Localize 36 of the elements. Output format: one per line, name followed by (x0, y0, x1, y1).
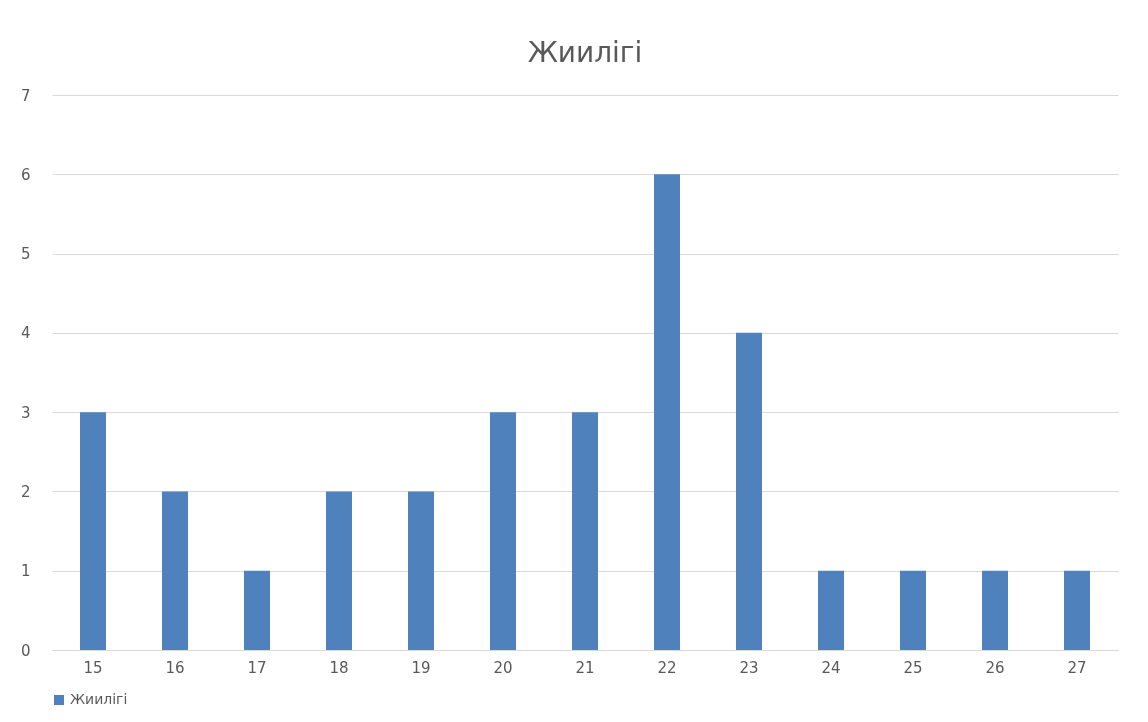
bar (80, 412, 106, 650)
bar (982, 570, 1008, 650)
bar (572, 412, 598, 650)
y-tick-label: 7 (20, 86, 31, 105)
legend-label: Жиилігі (70, 691, 128, 707)
bar (244, 570, 270, 650)
x-tick-label: 20 (493, 658, 513, 677)
y-tick-label: 3 (20, 403, 31, 422)
bar (1064, 570, 1090, 650)
y-tick-label: 5 (20, 245, 31, 264)
x-tick-label: 19 (411, 658, 431, 677)
y-tick-label: 4 (20, 324, 31, 343)
x-tick-label: 21 (575, 658, 595, 677)
chart-title: Жиилігі (527, 36, 643, 69)
x-tick-label: 23 (739, 658, 759, 677)
bar (326, 491, 352, 650)
y-tick-label: 2 (20, 482, 31, 501)
x-tick-label: 18 (329, 658, 349, 677)
x-tick-label: 15 (83, 658, 103, 677)
bar (900, 570, 926, 650)
x-tick-label: 22 (657, 658, 677, 677)
bar (490, 412, 516, 650)
x-tick-label: 24 (821, 658, 841, 677)
x-tick-label: 26 (985, 658, 1005, 677)
x-tick-label: 25 (903, 658, 923, 677)
bar (654, 174, 680, 650)
y-tick-label: 0 (20, 641, 31, 660)
bar (408, 491, 434, 650)
x-tick-label: 27 (1067, 658, 1087, 677)
x-tick-label: 17 (247, 658, 267, 677)
y-tick-label: 1 (20, 562, 31, 581)
bar (736, 332, 762, 650)
x-tick-label: 16 (165, 658, 185, 677)
bar (162, 491, 188, 650)
bar (818, 570, 844, 650)
y-tick-label: 6 (20, 165, 31, 184)
